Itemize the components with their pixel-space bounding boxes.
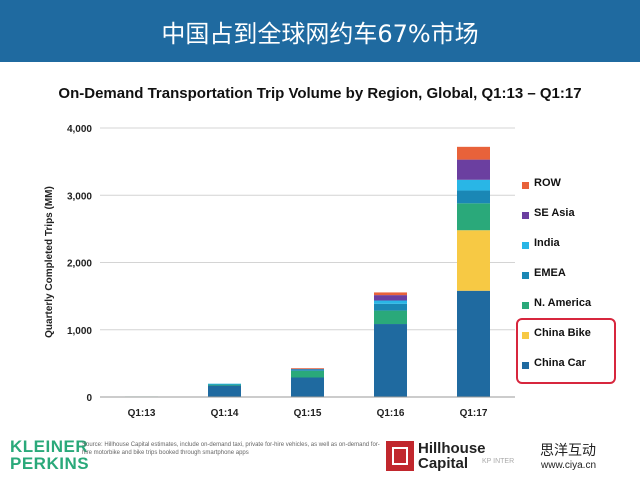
legend-label: EMEA xyxy=(534,267,566,279)
bar-segment xyxy=(374,324,407,397)
legend-item: SE Asia xyxy=(520,206,632,236)
bar-segment xyxy=(374,303,407,311)
y-axis-label: Quarterly Completed Trips (MM) xyxy=(44,186,55,338)
legend-label: China Car xyxy=(534,357,586,369)
hillhouse-line-2: Capital xyxy=(418,455,469,472)
x-tick-label: Q1:13 xyxy=(128,408,156,419)
legend-item: EMEA xyxy=(520,266,632,296)
bar-segment xyxy=(291,369,324,371)
legend-label: ROW xyxy=(534,177,561,189)
y-tick-label: 1,000 xyxy=(67,326,92,337)
y-tick-label: 0 xyxy=(86,393,92,404)
legend-swatch xyxy=(522,362,529,369)
x-tick-label: Q1:16 xyxy=(377,408,405,419)
header-banner: 中国占到全球网约车67%市场 xyxy=(0,0,640,62)
kp-tag: KP INTER xyxy=(482,458,515,465)
bar-segment xyxy=(457,230,490,291)
legend-label: SE Asia xyxy=(534,207,575,219)
watermark-brand: 思洋互动 xyxy=(540,443,596,459)
bar-segment xyxy=(208,385,241,397)
bar-segment xyxy=(291,377,324,397)
hillhouse-line-1: Hillhouse xyxy=(418,440,486,457)
source-note: Source: Hillhouse Capital estimates, inc… xyxy=(82,442,380,456)
bar-segment xyxy=(374,310,407,325)
legend-swatch xyxy=(522,332,529,339)
bar-segment xyxy=(457,190,490,204)
legend-swatch xyxy=(522,302,529,309)
bar-segment xyxy=(374,300,407,304)
legend-swatch xyxy=(522,272,529,279)
legend-item: China Car xyxy=(520,356,632,386)
x-tick-label: Q1:17 xyxy=(460,408,488,419)
bar-segment xyxy=(208,383,241,385)
kleiner-perkins-logo: KLEINER PERKINS xyxy=(10,438,89,472)
bar-segment xyxy=(457,146,490,160)
watermark-url: www.ciya.cn xyxy=(541,460,597,471)
bar-segment xyxy=(208,384,241,386)
hillhouse-logo-icon xyxy=(386,441,414,471)
bar-segment xyxy=(291,368,324,370)
y-tick-label: 3,000 xyxy=(67,191,92,202)
legend-item: ROW xyxy=(520,176,632,206)
legend-highlight-box xyxy=(516,318,616,384)
y-tick-label: 4,000 xyxy=(67,124,92,135)
legend-swatch xyxy=(522,212,529,219)
bar-segment xyxy=(457,179,490,191)
logo-line-2: PERKINS xyxy=(10,454,90,473)
stacked-bar-chart: 0 1,000 2,000 3,000 4,000 Q1:13 Q1:14 Q1:15 Q1:1… xyxy=(44,124,515,419)
axes: 0 1,000 2,000 3,000 4,000 Q1:13 Q1:14 Q1:15 Q1:1… xyxy=(67,124,515,419)
legend-item: India xyxy=(520,236,632,266)
bar-segment xyxy=(457,159,490,180)
grid-lines xyxy=(100,127,515,331)
chart-legend: ROW SE Asia India EMEA N. America China Bike C… xyxy=(520,176,632,386)
legend-label: India xyxy=(534,237,560,249)
bar-segment xyxy=(291,370,324,378)
bars xyxy=(125,146,490,398)
bar-segment xyxy=(457,203,490,231)
legend-swatch xyxy=(522,182,529,189)
bar-segment xyxy=(457,290,490,397)
chart-title: On-Demand Transportation Trip Volume by … xyxy=(58,85,582,102)
legend-item: China Bike xyxy=(520,326,632,356)
x-tick-label: Q1:14 xyxy=(211,408,239,419)
bar-segment xyxy=(374,292,407,296)
legend-label: N. America xyxy=(534,297,592,309)
hillhouse-logo-text: Hillhouse Capital xyxy=(418,441,486,471)
banner-title: 中国占到全球网约车67%市场 xyxy=(161,20,479,48)
x-tick-label: Q1:15 xyxy=(294,408,322,419)
logo-line-1: KLEINER xyxy=(10,437,89,456)
bar-segment xyxy=(374,295,407,301)
legend-swatch xyxy=(522,242,529,249)
y-tick-label: 2,000 xyxy=(67,259,92,270)
legend-label: China Bike xyxy=(534,327,591,339)
legend-item: N. America xyxy=(520,296,632,326)
